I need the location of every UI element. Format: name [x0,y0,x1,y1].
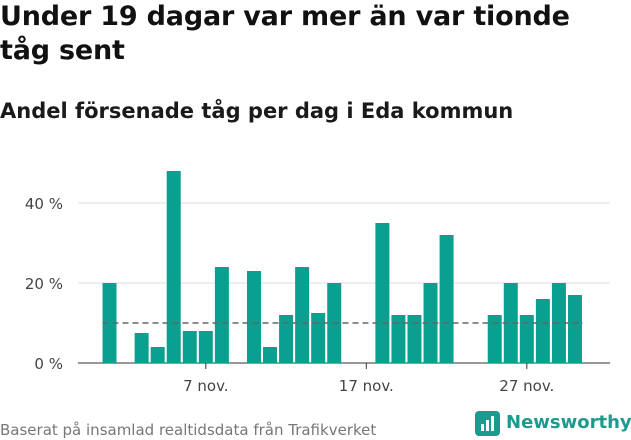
bar [439,235,454,363]
brand-name: Newsworthy [506,412,631,433]
x-tick-label: 27 nov. [499,377,554,395]
bar [198,331,213,363]
bar [150,347,165,363]
bar [567,295,582,363]
bar [295,267,310,363]
bar [519,315,534,363]
x-tick-label: 7 nov. [183,377,228,395]
y-tick-label: 0 % [34,355,63,373]
source-note: Baserat på insamlad realtidsdata från Tr… [0,421,377,439]
axis-labels: 0 % 20 % 40 % 7 nov. 17 nov. 27 nov. [25,195,554,395]
bar [263,347,278,363]
bars [102,171,582,363]
bar-chart-logo-icon [475,410,500,436]
bar [503,283,518,363]
bar [391,315,406,363]
bar [551,283,566,363]
bar [134,333,149,363]
bar [311,313,326,363]
x-tick-label: 17 nov. [339,377,394,395]
bar [166,171,181,363]
chart-subtitle: Andel försenade tåg per dag i Eda kommun [0,99,514,123]
bar [375,223,390,363]
bar [535,299,550,363]
bar [279,315,294,363]
newsworthy-brand: Newsworthy [475,409,631,437]
bar [407,315,422,363]
bar [246,271,261,363]
bar [182,331,197,363]
y-tick-label: 20 % [25,275,63,293]
bar [214,267,229,363]
bar [102,283,117,363]
y-tick-label: 40 % [25,195,63,213]
chart-title: Under 19 dagar var mer än var tionde tåg… [0,1,570,66]
bar [423,283,438,363]
bar [487,315,502,363]
